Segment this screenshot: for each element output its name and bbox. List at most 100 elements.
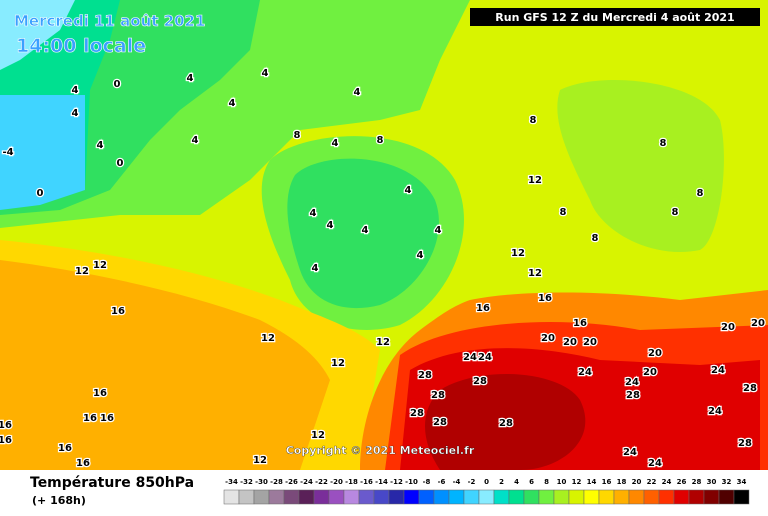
contour-label: 8 [592, 233, 599, 244]
legend-swatch [688, 489, 705, 505]
contour-label: 28 [410, 408, 424, 419]
legend-swatch [628, 489, 645, 505]
contour-label: 28 [473, 376, 487, 387]
contour-label: 28 [433, 417, 447, 428]
contour-label: 0 [37, 188, 44, 199]
legend-swatch [268, 489, 285, 505]
contour-label: 16 [0, 435, 12, 446]
contour-label: 28 [499, 418, 513, 429]
contour-label: 8 [660, 138, 667, 149]
legend-value: 22 [647, 478, 657, 486]
contour-label: 8 [377, 135, 384, 146]
contour-label: 0 [117, 158, 124, 169]
legend-swatch [298, 489, 315, 505]
legend-value: -2 [468, 478, 476, 486]
legend-value: 6 [529, 478, 534, 486]
legend-value: -28 [270, 478, 283, 486]
contour-label: 16 [476, 303, 490, 314]
temperature-field [0, 0, 768, 470]
contour-label: 8 [530, 115, 537, 126]
contour-label: 0 [114, 79, 121, 90]
legend-value: 34 [737, 478, 747, 486]
legend-value: 2 [499, 478, 504, 486]
legend-swatch [733, 489, 750, 505]
run-info: Run GFS 12 Z du Mercredi 4 août 2021 [495, 11, 734, 24]
contour-label: 4 [435, 225, 442, 236]
legend-value: 8 [544, 478, 549, 486]
contour-label: 4 [192, 135, 199, 146]
contour-label: 28 [743, 383, 757, 394]
contour-label: 20 [583, 337, 597, 348]
legend-swatch [538, 489, 555, 505]
contour-label: 4 [417, 250, 424, 261]
contour-label: 8 [697, 188, 704, 199]
legend-swatch [643, 489, 660, 505]
legend-swatch [478, 489, 495, 505]
contour-label: 28 [418, 370, 432, 381]
legend-swatch [508, 489, 525, 505]
contour-label: 16 [573, 318, 587, 329]
contour-label: 12 [331, 358, 345, 369]
contour-label: 16 [100, 413, 114, 424]
legend-value: -18 [345, 478, 358, 486]
contour-label: 20 [751, 318, 765, 329]
legend-value: 10 [557, 478, 567, 486]
run-box [470, 8, 760, 26]
contour-label: 4 [72, 108, 79, 119]
contour-label: 8 [294, 130, 301, 141]
legend-value: 32 [722, 478, 732, 486]
contour-label: 4 [229, 98, 236, 109]
legend-value: -14 [375, 478, 388, 486]
legend-swatch [283, 489, 300, 505]
legend-value: -12 [390, 478, 403, 486]
legend-value: -8 [423, 478, 431, 486]
legend-value: -4 [453, 478, 461, 486]
contour-label: 28 [738, 438, 752, 449]
contour-label: 28 [431, 390, 445, 401]
copyright: Copyright © 2021 Meteociel.fr [286, 444, 475, 457]
contour-label: 16 [538, 293, 552, 304]
contour-label: 24 [478, 352, 492, 363]
legend-value: 28 [692, 478, 702, 486]
contour-label: 16 [76, 458, 90, 469]
contour-label: 16 [93, 388, 107, 399]
legend-swatch [223, 489, 240, 505]
legend-value: 24 [662, 478, 672, 486]
legend-value: 12 [572, 478, 582, 486]
contour-label: 12 [376, 337, 390, 348]
contour-label: 8 [560, 207, 567, 218]
contour-label: 20 [648, 348, 662, 359]
contour-label: 12 [253, 455, 267, 466]
contour-label: 20 [721, 322, 735, 333]
contour-label: 20 [643, 367, 657, 378]
contour-label: 20 [541, 333, 555, 344]
legend-value: 18 [617, 478, 627, 486]
legend-swatch [418, 489, 435, 505]
legend-swatch [328, 489, 345, 505]
legend-swatch [568, 489, 585, 505]
contour-label: 4 [312, 263, 319, 274]
legend-value: 0 [484, 478, 489, 486]
contour-label: 16 [111, 306, 125, 317]
legend-swatch [358, 489, 375, 505]
contour-label: 4 [187, 73, 194, 84]
contour-label: 12 [311, 430, 325, 441]
legend-swatch [388, 489, 405, 505]
contour-label: 24 [708, 406, 722, 417]
contour-label: 20 [563, 337, 577, 348]
legend-swatch [313, 489, 330, 505]
contour-label: 4 [362, 225, 369, 236]
contour-label: 24 [578, 367, 592, 378]
legend-value: -16 [360, 478, 373, 486]
legend-swatch [523, 489, 540, 505]
legend-value: -34 [225, 478, 238, 486]
contour-label: 16 [83, 413, 97, 424]
legend-swatch [703, 489, 720, 505]
contour-label: 8 [672, 207, 679, 218]
legend-value: -32 [240, 478, 253, 486]
legend-value: 20 [632, 478, 642, 486]
legend-value: -22 [315, 478, 328, 486]
legend-value: -20 [330, 478, 343, 486]
contour-label: 24 [711, 365, 725, 376]
